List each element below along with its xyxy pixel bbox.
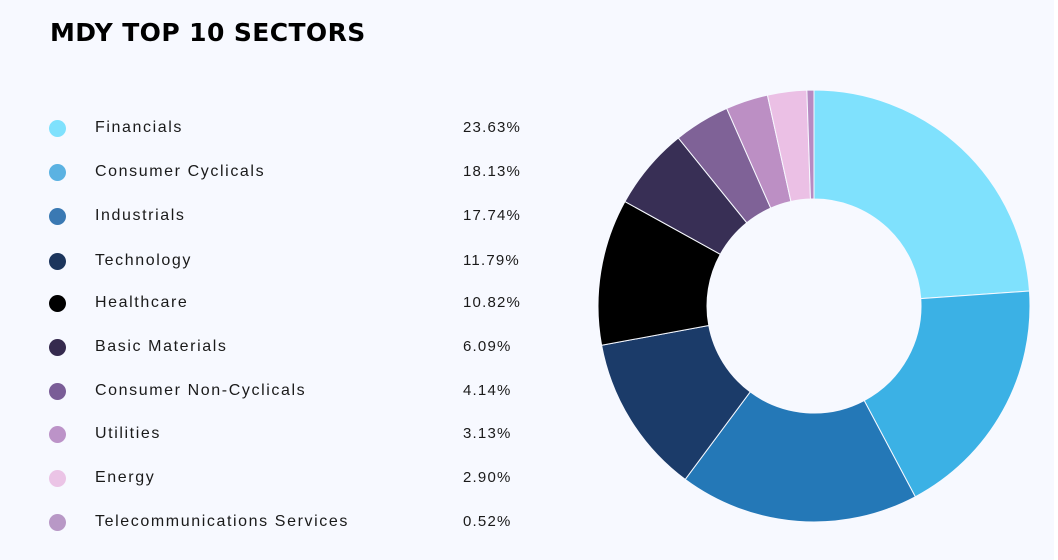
legend-label-healthcare: Healthcare xyxy=(95,294,189,311)
legend-label-consumer-non-cyclicals: Consumer Non-Cyclicals xyxy=(95,382,307,399)
legend-swatch-technology xyxy=(49,253,66,270)
legend-item-consumer-non-cyclicals: Consumer Non-Cyclicals 4.14% xyxy=(0,377,560,407)
page-edge xyxy=(1054,0,1058,560)
legend-value-financials: 23.63% xyxy=(463,119,522,136)
legend-value-healthcare: 10.82% xyxy=(463,294,522,311)
legend-item-energy: Energy 2.90% xyxy=(0,464,560,494)
legend-swatch-utilities xyxy=(49,426,66,443)
legend-item-utilities: Utilities 3.13% xyxy=(0,420,560,450)
legend-label-industrials: Industrials xyxy=(95,207,186,224)
donut-slice-financials xyxy=(813,89,1031,300)
legend-item-telecommunications-services: Telecommunications Services 0.52% xyxy=(0,508,560,538)
legend-label-utilities: Utilities xyxy=(95,425,161,442)
legend-swatch-consumer-cyclicals xyxy=(49,164,66,181)
legend-swatch-industrials xyxy=(49,208,66,225)
legend-label-energy: Energy xyxy=(95,469,156,486)
legend-value-basic-materials: 6.09% xyxy=(463,338,512,355)
legend-item-financials: Financials 23.63% xyxy=(0,114,560,144)
donut-slice-telecommunications-services xyxy=(806,89,815,200)
legend-label-technology: Technology xyxy=(95,252,192,269)
legend-value-technology: 11.79% xyxy=(463,252,520,269)
legend-swatch-telecommunications-services xyxy=(49,514,66,531)
legend-value-energy: 2.90% xyxy=(463,469,512,486)
legend-label-consumer-cyclicals: Consumer Cyclicals xyxy=(95,163,266,180)
legend-label-basic-materials: Basic Materials xyxy=(95,338,228,355)
legend-swatch-energy xyxy=(49,470,66,487)
legend-swatch-financials xyxy=(49,120,66,137)
donut-slice-consumer-cyclicals xyxy=(863,290,1031,498)
legend-item-consumer-cyclicals: Consumer Cyclicals 18.13% xyxy=(0,158,560,188)
chart-title: MDY TOP 10 SECTORS xyxy=(50,18,366,47)
legend-item-technology: Technology 11.79% xyxy=(0,247,560,277)
legend-item-healthcare: Healthcare 10.82% xyxy=(0,289,560,319)
legend-swatch-basic-materials xyxy=(49,339,66,356)
legend-value-telecommunications-services: 0.52% xyxy=(463,513,512,530)
legend-item-industrials: Industrials 17.74% xyxy=(0,202,560,232)
legend-item-basic-materials: Basic Materials 6.09% xyxy=(0,333,560,363)
legend-swatch-healthcare xyxy=(49,295,66,312)
legend-value-industrials: 17.74% xyxy=(463,207,522,224)
legend-swatch-consumer-non-cyclicals xyxy=(49,383,66,400)
donut-slice-industrials xyxy=(684,391,917,523)
legend-label-financials: Financials xyxy=(95,119,184,136)
legend-value-utilities: 3.13% xyxy=(463,425,512,442)
legend-value-consumer-cyclicals: 18.13% xyxy=(463,163,522,180)
legend-value-consumer-non-cyclicals: 4.14% xyxy=(463,382,512,399)
legend-label-telecommunications-services: Telecommunications Services xyxy=(95,513,349,530)
